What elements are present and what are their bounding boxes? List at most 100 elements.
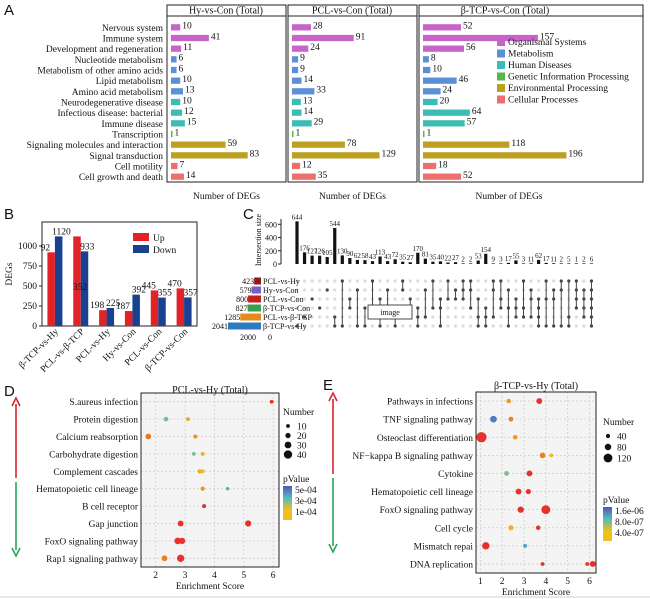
intersection-label: 58 [361, 252, 369, 260]
intersection-bar [461, 263, 465, 264]
intersection-label: 11 [550, 255, 557, 263]
plot-frame [41, 221, 198, 327]
color-legend-title: pValue [603, 496, 629, 506]
intersection-bar [521, 263, 526, 264]
matrix-dot [476, 288, 480, 292]
bar-up [47, 252, 55, 326]
bar-value-label: 6 [179, 54, 184, 64]
matrix-dot [393, 288, 397, 292]
y-axis-label: DEGs [5, 262, 15, 286]
data-point [177, 520, 184, 527]
matrix-dot [295, 288, 299, 292]
panel-title: PCL-vs-Hy (Total) [172, 385, 248, 396]
data-point [526, 470, 533, 477]
size-legend-dot [603, 453, 613, 463]
matrix-dot [423, 279, 427, 283]
data-point [517, 506, 524, 513]
bar [171, 66, 177, 74]
size-legend-dot [605, 433, 611, 439]
bar [171, 56, 177, 63]
bar-value-label: 14 [186, 171, 196, 181]
set-size-bar [240, 313, 261, 321]
matrix-dot [348, 324, 352, 328]
color-legend-label: 1.6e-06 [615, 507, 644, 517]
value-label-up: 445 [142, 281, 157, 291]
intersection-label: 544 [330, 220, 341, 228]
matrix-dot [302, 288, 307, 292]
data-point [197, 469, 202, 474]
data-point [523, 543, 528, 548]
x-tick-label: 6 [271, 571, 276, 581]
intersection-bar [574, 263, 578, 264]
category-label: Complement cascades [53, 468, 138, 478]
intersection-label: 5 [567, 255, 571, 263]
bar [423, 34, 538, 42]
matrix-dot [416, 288, 420, 292]
y-tick-label: 250 [23, 302, 38, 312]
intersection-label: 6 [590, 255, 594, 263]
bar-down [80, 251, 89, 326]
matrix-dot [521, 324, 526, 328]
matrix-dot [476, 279, 480, 283]
matrix-dot [355, 279, 359, 283]
category-label: Hematopoietic cell lineage [371, 488, 473, 498]
matrix-dot [318, 324, 322, 328]
matrix-dot [514, 279, 518, 283]
category-label: Hematopoietic cell lineage [36, 485, 138, 495]
value-label-down: 1120 [52, 227, 71, 237]
bar-value-label: 18 [438, 160, 448, 170]
data-point [200, 486, 205, 491]
intersection-label: 176 [299, 244, 310, 252]
category-label: B cell receptor [82, 503, 139, 513]
matrix-dot [491, 324, 495, 328]
data-point [541, 505, 551, 515]
bar [423, 152, 567, 159]
legend-label: Organismal Systems [508, 38, 587, 48]
bar [423, 24, 462, 31]
matrix-dot [378, 279, 382, 283]
data-point [585, 562, 590, 566]
bar-value-label: 1 [296, 128, 301, 138]
matrix-dot [370, 324, 375, 328]
bar [171, 98, 181, 106]
set-size-bar [247, 304, 261, 312]
matrix-dot [318, 297, 322, 301]
value-label-down: 355 [158, 289, 173, 299]
intersection-bar [552, 263, 556, 264]
bar [423, 45, 464, 52]
set-name-label: PCL-vs-Con [263, 295, 303, 304]
set-name-label: PCL-vs-Hy [263, 277, 300, 286]
matrix-dot [401, 297, 405, 301]
intersection-bar [469, 263, 473, 264]
x-tick-label: 6 [587, 577, 592, 587]
panel-label-c: C [243, 206, 254, 223]
bar-value-label: 10 [182, 96, 192, 106]
bar-down [184, 297, 192, 326]
y-tick-label: 200 [265, 247, 277, 256]
matrix-dot [484, 297, 488, 301]
matrix-dot [408, 279, 412, 283]
bar-up [99, 310, 107, 326]
matrix-dot [363, 279, 367, 283]
bar-value-label: 12 [302, 160, 312, 170]
intersection-bar [370, 261, 375, 264]
size-legend-dot [284, 441, 292, 449]
category-label: Gap junction [89, 520, 139, 530]
matrix-dot [310, 324, 314, 328]
bar [171, 152, 248, 159]
set-name-label: PCL-vs-β-TGP [263, 313, 313, 322]
set-size-label: 423 [242, 277, 254, 286]
intersection-bar [393, 259, 397, 264]
intersection-bar [378, 256, 382, 264]
bar-value-label: 9 [300, 54, 305, 64]
category-label: FoxO signaling pathway [380, 506, 474, 516]
bar-up [150, 290, 159, 326]
legend-swatch [497, 84, 505, 92]
set-size-bar [251, 286, 261, 294]
intersection-bar [302, 252, 307, 264]
bar-value-label: 10 [182, 75, 192, 85]
x-tick-label: 3 [522, 577, 527, 587]
set-size-bar [248, 295, 261, 303]
x-tick-label: 4 [543, 577, 548, 587]
